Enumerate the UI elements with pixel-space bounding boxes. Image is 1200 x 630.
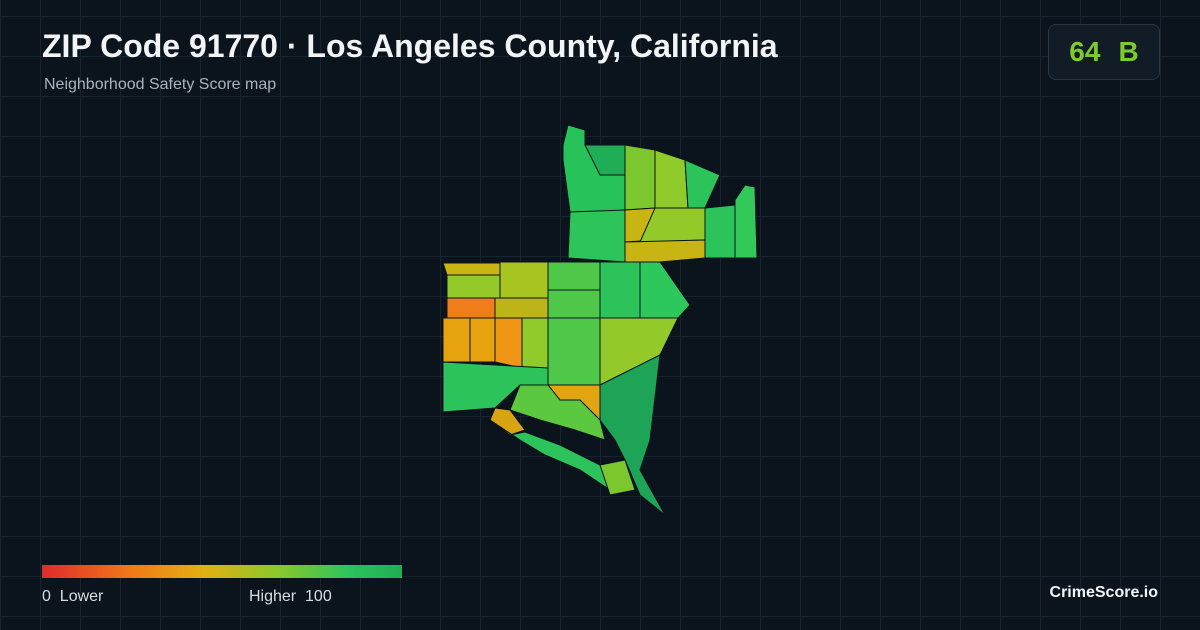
legend-min: 0 Lower [42,588,103,606]
legend-max-label: Higher [249,588,297,605]
legend-max: Higher 100 [249,588,332,606]
legend-max-value: 100 [305,588,332,605]
brand: CrimeScore.io [1049,584,1158,601]
title: ZIP Code 91770 · Los Angeles County, Cal… [42,28,778,64]
legend-min-value: 0 [42,588,51,605]
legend-gradient [42,565,402,578]
score: 64 [1069,36,1101,67]
grade: B [1118,36,1139,67]
subtitle: Neighborhood Safety Score map [44,76,277,93]
zip-area [442,124,758,516]
legend-min-label: Lower [59,588,104,605]
score-badge: 64 B [1048,24,1160,80]
